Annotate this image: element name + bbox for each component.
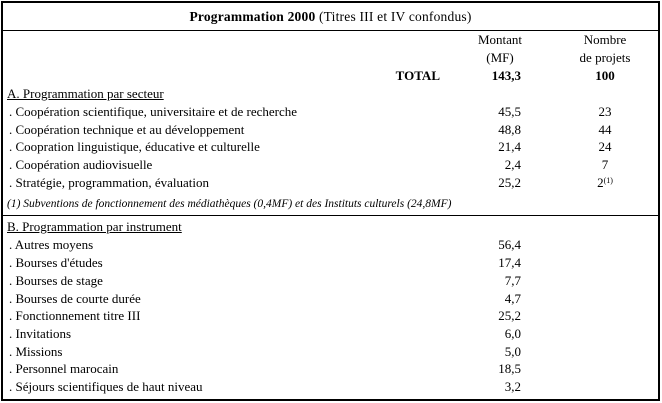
row-value-projets: 23 bbox=[598, 104, 612, 119]
column-header-projets-2: de projets bbox=[579, 50, 631, 65]
table-title-main: Programmation 2000 bbox=[189, 8, 316, 24]
column-header-row-1: Montant Nombre bbox=[3, 31, 658, 49]
total-montant: 143,3 bbox=[491, 68, 521, 83]
row-label: . Bourses de courte durée bbox=[9, 290, 141, 306]
section-divider bbox=[3, 215, 658, 217]
row-value-projets bbox=[548, 254, 658, 272]
row-value-montant: 45,5 bbox=[498, 104, 521, 119]
section-a-heading: A. Programmation par secteur bbox=[7, 86, 164, 101]
table-row: . Personnel marocain 18,5 bbox=[3, 360, 658, 378]
row-value-projets bbox=[548, 325, 658, 343]
table-row: . Bourses de courte durée 4,7 bbox=[3, 290, 658, 308]
table-row: . Coopération scientifique, universitair… bbox=[3, 103, 658, 121]
row-value-montant: 5,0 bbox=[504, 343, 521, 359]
total-projets: 100 bbox=[595, 68, 615, 83]
row-projets-base: 2 bbox=[597, 174, 604, 190]
table-row: . Stratégie, programmation, évaluation 2… bbox=[3, 174, 658, 192]
table-row: . Coopération technique et au développem… bbox=[3, 121, 658, 139]
row-label: . Coopération audiovisuelle bbox=[9, 157, 153, 173]
table-row: . Séjours scientifiques de haut niveau 3… bbox=[3, 378, 658, 396]
row-value-projets: 24 bbox=[598, 139, 612, 155]
total-label: TOTAL bbox=[395, 68, 440, 83]
row-value-montant: 17,4 bbox=[498, 255, 521, 271]
table-row: . Coopration linguistique, éducative et … bbox=[3, 138, 658, 156]
table-row: . Missions 5,0 bbox=[3, 343, 658, 361]
footnote: (1) Subventions de fonctionnement des mé… bbox=[7, 198, 452, 211]
row-label: . Missions bbox=[9, 343, 63, 359]
row-value-montant: 25,2 bbox=[498, 174, 521, 190]
row-value-projets bbox=[548, 360, 658, 378]
row-value-montant: 21,4 bbox=[498, 139, 521, 155]
row-value-montant: 2,4 bbox=[504, 157, 521, 173]
section-b-heading: B. Programmation par instrument bbox=[7, 219, 182, 235]
row-label: . Coopération scientifique, universitair… bbox=[9, 104, 298, 119]
table-row: . Bourses de stage 7,7 bbox=[3, 272, 658, 290]
row-value-projets bbox=[548, 343, 658, 361]
total-row: TOTAL 143,3 100 bbox=[3, 67, 658, 85]
row-label: . Fonctionnement titre III bbox=[9, 308, 141, 324]
table-row: . Invitations 6,0 bbox=[3, 325, 658, 343]
table-row: . Coopération audiovisuelle 2,4 7 bbox=[3, 156, 658, 174]
row-label: . Bourses d'études bbox=[9, 255, 103, 271]
row-value-projets bbox=[548, 236, 658, 254]
column-header-row-2: (MF) de projets bbox=[3, 49, 658, 67]
row-label: . Coopération technique et au développem… bbox=[9, 121, 245, 137]
row-value-montant: 48,8 bbox=[498, 121, 521, 137]
footnote-marker: (1) bbox=[603, 175, 613, 185]
row-value-projets: 44 bbox=[598, 121, 612, 137]
table-row: . Fonctionnement titre III 25,2 bbox=[3, 307, 658, 325]
row-value-montant: 25,2 bbox=[498, 308, 521, 324]
row-value-montant: 7,7 bbox=[504, 272, 521, 288]
column-header-montant: Montant bbox=[477, 32, 523, 47]
row-value-projets: 2(1) bbox=[548, 174, 658, 192]
table-title: Programmation 2000 (Titres III et IV con… bbox=[3, 3, 658, 31]
header-spacer bbox=[3, 49, 452, 67]
table-title-sub: (Titres III et IV confondus) bbox=[318, 8, 472, 24]
row-value-montant: 4,7 bbox=[504, 290, 521, 306]
row-label: . Stratégie, programmation, évaluation bbox=[9, 174, 209, 190]
row-label: . Autres moyens bbox=[9, 237, 94, 253]
row-value-projets bbox=[548, 272, 658, 290]
row-value-montant: 6,0 bbox=[504, 325, 521, 341]
row-value-projets: 7 bbox=[601, 157, 609, 173]
row-value-montant: 3,2 bbox=[504, 378, 521, 394]
row-label: . Personnel marocain bbox=[9, 361, 119, 377]
row-value-projets bbox=[548, 290, 658, 308]
row-label: . Coopration linguistique, éducative et … bbox=[9, 139, 260, 155]
column-header-montant-unit: (MF) bbox=[486, 50, 514, 65]
header-spacer bbox=[3, 31, 452, 49]
row-label: . Bourses de stage bbox=[9, 272, 103, 288]
table-row: . Autres moyens 56,4 bbox=[3, 236, 658, 254]
row-value-projets bbox=[548, 378, 658, 396]
row-value-projets bbox=[548, 307, 658, 325]
row-value-montant: 18,5 bbox=[498, 361, 521, 377]
row-label: . Invitations bbox=[9, 325, 72, 341]
table-row: . Bourses d'études 17,4 bbox=[3, 254, 658, 272]
row-value-montant: 56,4 bbox=[498, 237, 521, 253]
column-header-projets: Nombre bbox=[583, 32, 627, 47]
row-label: . Séjours scientifiques de haut niveau bbox=[9, 378, 203, 394]
